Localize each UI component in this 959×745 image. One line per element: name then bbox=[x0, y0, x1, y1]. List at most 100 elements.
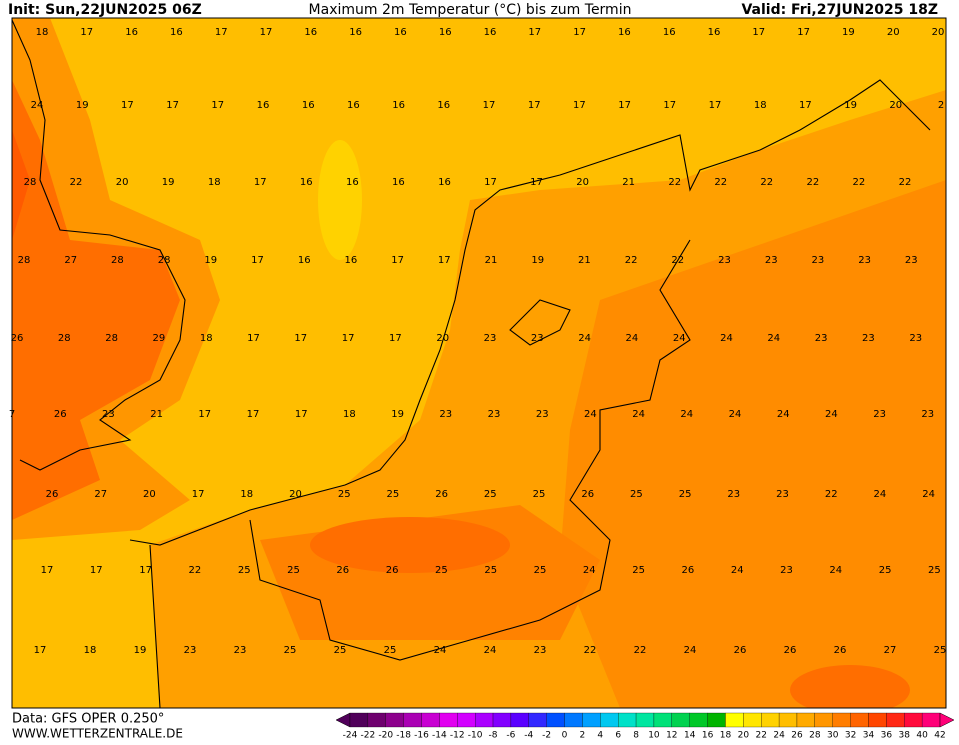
temperature-value: 28 bbox=[58, 333, 71, 344]
temperature-value: 23 bbox=[718, 255, 731, 266]
temperature-value: 24 bbox=[777, 409, 790, 420]
temperature-value: 26 bbox=[46, 489, 59, 500]
temperature-value: 18 bbox=[754, 100, 767, 111]
colorbar-swatch bbox=[618, 712, 637, 728]
temperature-value: 17 bbox=[90, 565, 103, 576]
temperature-value: 16 bbox=[347, 100, 360, 111]
temperature-value: 26 bbox=[734, 645, 747, 656]
temperature-value: 22 bbox=[714, 177, 727, 188]
temperature-value: 24 bbox=[720, 333, 733, 344]
map-title: Maximum 2m Temperatur (°C) bis zum Termi… bbox=[309, 2, 632, 18]
colorbar-swatch bbox=[904, 712, 923, 728]
temperature-value: 23 bbox=[815, 333, 828, 344]
temperature-value: 21 bbox=[622, 177, 635, 188]
colorbar-swatch bbox=[421, 712, 440, 728]
colorbar-label: 16 bbox=[702, 731, 714, 741]
temperature-value: 16 bbox=[298, 255, 311, 266]
temperature-value: 23 bbox=[184, 645, 197, 656]
temperature-value: 23 bbox=[873, 409, 886, 420]
colorbar-swatch bbox=[868, 712, 887, 728]
temperature-value: 17 bbox=[215, 27, 228, 38]
temperature-value: 25 bbox=[284, 645, 297, 656]
temperature-value: 19 bbox=[162, 177, 175, 188]
temperature-value: 24 bbox=[767, 333, 780, 344]
temperature-value: 18 bbox=[84, 645, 97, 656]
temperature-value: 23 bbox=[921, 409, 934, 420]
temperature-value: 22 bbox=[584, 645, 597, 656]
temperature-value: 16 bbox=[392, 177, 405, 188]
colorbar-swatch bbox=[814, 712, 833, 728]
colorbar-label: 20 bbox=[738, 731, 750, 741]
temperature-value: 22 bbox=[625, 255, 638, 266]
temperature-value: 17 bbox=[438, 255, 451, 266]
colorbar-label: 26 bbox=[791, 731, 803, 741]
temperature-value: 2 bbox=[938, 100, 944, 111]
temperature-value: 24 bbox=[31, 100, 44, 111]
colorbar-swatch bbox=[457, 712, 476, 728]
temperature-value: 16 bbox=[392, 100, 405, 111]
temperature-value: 27 bbox=[94, 489, 107, 500]
colorbar-swatch bbox=[761, 712, 780, 728]
coastline bbox=[12, 19, 186, 471]
site-label: WWW.WETTERZENTRALE.DE bbox=[12, 727, 183, 741]
colorbar-swatch bbox=[439, 712, 458, 728]
colorbar-label: -20 bbox=[378, 731, 393, 741]
colorbar-label: -24 bbox=[343, 731, 358, 741]
temperature-value: 16 bbox=[300, 177, 313, 188]
temperature-value: 20 bbox=[932, 27, 945, 38]
temperature-value: 28 bbox=[158, 255, 171, 266]
temperature-value: 25 bbox=[435, 565, 448, 576]
temperature-value: 17 bbox=[34, 645, 47, 656]
colorbar-swatch bbox=[349, 712, 369, 728]
temperature-value: 17 bbox=[139, 565, 152, 576]
temperature-value: 26 bbox=[386, 565, 399, 576]
temperature-value: 24 bbox=[729, 409, 742, 420]
colorbar-label: 0 bbox=[562, 731, 568, 741]
temperature-value: 16 bbox=[302, 100, 315, 111]
temperature-value: 22 bbox=[806, 177, 819, 188]
temperature-value: 24 bbox=[626, 333, 639, 344]
temperature-value: 25 bbox=[484, 565, 497, 576]
temperature-value: 19 bbox=[204, 255, 217, 266]
temperature-value: 19 bbox=[531, 255, 544, 266]
temperature-value: 16 bbox=[125, 27, 138, 38]
colorbar-label: 12 bbox=[666, 731, 677, 741]
temperature-value: 25 bbox=[534, 565, 547, 576]
init-label: Init: Sun,22JUN2025 06Z bbox=[8, 2, 202, 18]
colorbar-swatch bbox=[635, 712, 655, 728]
temperature-value: 17 bbox=[799, 100, 812, 111]
temperature-value: 23 bbox=[765, 255, 778, 266]
temperature-value: 22 bbox=[634, 645, 647, 656]
temperature-value: 24 bbox=[874, 489, 887, 500]
colorbar-label: 32 bbox=[845, 731, 856, 741]
temperature-value: 23 bbox=[488, 409, 501, 420]
coastline bbox=[129, 79, 931, 546]
temperature-value: 20 bbox=[889, 100, 902, 111]
temperature-value: 17 bbox=[254, 177, 267, 188]
temperature-value: 17 bbox=[530, 177, 543, 188]
temperature-value: 24 bbox=[578, 333, 591, 344]
temperature-value: 17 bbox=[663, 100, 676, 111]
temperature-value: 17 bbox=[528, 27, 541, 38]
temperature-value: 17 bbox=[41, 565, 54, 576]
temperature-value: 25 bbox=[287, 565, 300, 576]
colorbar-swatch bbox=[475, 712, 494, 728]
temperature-value: 23 bbox=[858, 255, 871, 266]
temperature-value: 25 bbox=[630, 489, 643, 500]
lake bbox=[509, 299, 571, 346]
valid-label: Valid: Fri,27JUN2025 18Z bbox=[741, 2, 938, 18]
temperature-value: 23 bbox=[780, 565, 793, 576]
cool-patch bbox=[318, 140, 362, 260]
temperature-value: 20 bbox=[576, 177, 589, 188]
map-frame bbox=[11, 17, 947, 709]
temperature-value: 18 bbox=[343, 409, 356, 420]
temperature-value: 17 bbox=[192, 489, 205, 500]
temperature-value: 24 bbox=[829, 565, 842, 576]
colorbar-swatch bbox=[796, 712, 815, 728]
temperature-value: 17 bbox=[166, 100, 179, 111]
colorbar-label: -22 bbox=[361, 731, 376, 741]
colorbar-label: 40 bbox=[916, 731, 928, 741]
colorbar-swatch bbox=[886, 712, 905, 728]
temperature-value: 19 bbox=[842, 27, 855, 38]
